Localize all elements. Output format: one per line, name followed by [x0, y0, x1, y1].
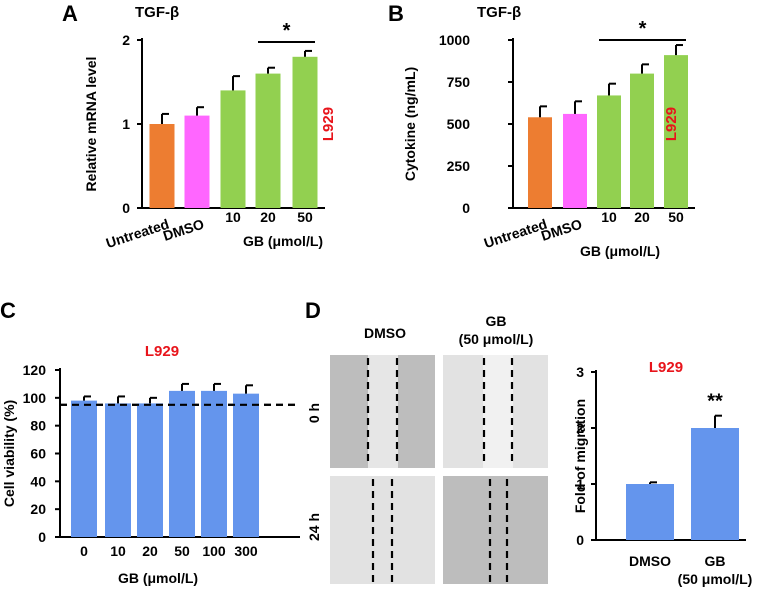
x-tick-label: DMSO — [539, 216, 584, 244]
y-tick-label: 0 — [38, 529, 46, 545]
cell-line-label: L929 — [145, 343, 179, 360]
bar-50 — [664, 55, 688, 209]
cell-line-label: L929 — [663, 107, 680, 141]
cell-line-label: L929 — [649, 359, 683, 376]
bar-50 — [169, 390, 195, 537]
image-row-0h: 0 h — [306, 403, 322, 423]
panel-b-letter: B — [388, 1, 404, 26]
bar-dmso — [626, 484, 674, 540]
x-tick-label: 10 — [110, 543, 126, 559]
x-tick-label: Untreated — [482, 216, 549, 251]
image-col-dmso: DMSO — [364, 325, 406, 341]
x-tick-label: 10 — [601, 209, 617, 225]
x-tick-label: (50 μmol/L) — [678, 571, 753, 587]
y-tick-label: 1 — [122, 116, 130, 132]
panel-b-title: TGF-β — [477, 4, 521, 21]
panel-a-title: TGF-β — [135, 4, 179, 21]
x-tick-label: DMSO — [161, 216, 206, 244]
bar-20 — [630, 73, 654, 208]
y-tick-label: 750 — [447, 74, 471, 90]
cell-line-label: L929 — [320, 107, 337, 141]
y-tick-label: 0 — [576, 532, 584, 548]
y-tick-label: 120 — [23, 362, 47, 378]
x-tick-label: 50 — [174, 543, 190, 559]
y-axis-label: Relative mRNA level — [83, 57, 99, 192]
y-tick-label: 0 — [462, 200, 470, 216]
bar-10 — [105, 403, 131, 537]
y-tick-label: 80 — [30, 418, 46, 434]
image-row-24h: 24 h — [306, 513, 322, 541]
y-tick-label: 1 — [576, 476, 584, 492]
bar-gb-50-mol-l- — [691, 428, 739, 540]
significance-star: ** — [707, 391, 723, 413]
x-tick-label: 50 — [297, 209, 313, 225]
x-tick-label: Untreated — [104, 216, 171, 251]
x-tick-label: 20 — [260, 209, 276, 225]
bar-50 — [292, 56, 318, 208]
migration-images: DMSO GB (50 μmol/L) 0 h 24 h — [306, 313, 548, 584]
significance-star: * — [283, 20, 291, 42]
x-tick-label: 100 — [202, 543, 226, 559]
y-tick-label: 500 — [447, 116, 471, 132]
bar-dmso — [184, 115, 210, 208]
bar-0 — [71, 400, 97, 537]
x-tick-label: DMSO — [629, 553, 671, 569]
bar-dmso — [563, 113, 587, 208]
x-tick-label: 20 — [634, 209, 650, 225]
chart-b: 0 250 500 750 1000 Cytokine (ng/mL) UntreatedD… — [402, 18, 695, 259]
y-tick-label: 0 — [122, 200, 130, 216]
panel-a-letter: A — [62, 1, 78, 26]
x-tick-label: 50 — [668, 209, 684, 225]
y-axis-label: Cytokine (ng/mL) — [402, 67, 418, 181]
y-tick-label: 20 — [30, 501, 46, 517]
x-tick-label: 20 — [142, 543, 158, 559]
y-tick-label: 40 — [30, 473, 46, 489]
panel-c-letter: C — [0, 298, 16, 323]
bar-100 — [201, 390, 227, 537]
y-tick-label: 100 — [23, 390, 47, 406]
y-axis-label: Fold of migration — [572, 399, 588, 513]
image-gb-0h-gap — [483, 355, 513, 468]
image-gb-24h — [443, 476, 548, 584]
y-tick-label: 1000 — [439, 32, 470, 48]
bar-untreated — [149, 124, 175, 208]
y-tick-label: 2 — [122, 32, 130, 48]
x-axis-label: GB (μmol/L) — [243, 233, 323, 249]
x-axis-label: GB (μmol/L) — [580, 243, 660, 259]
y-tick-label: 60 — [30, 446, 46, 462]
significance-star: * — [639, 18, 647, 40]
y-axis-label: Cell viability (%) — [1, 400, 17, 507]
chart-c: 0 20 40 60 80 100 120 Cell viability (%) 0 10 20 50… — [1, 343, 300, 586]
x-tick-label: 10 — [225, 209, 241, 225]
chart-d: 0 1 2 3 Fold of migration DMSO GB (50 μmol/L) **… — [572, 359, 752, 587]
bar-10 — [597, 95, 621, 208]
x-tick-label: 0 — [80, 543, 88, 559]
bar-untreated — [528, 117, 552, 208]
bar-10 — [220, 90, 246, 208]
bar-20 — [137, 403, 163, 537]
image-dmso-0h-gap — [368, 355, 398, 468]
bar-300 — [233, 393, 259, 537]
y-tick-label: 3 — [576, 364, 584, 380]
image-col-gb-line2: (50 μmol/L) — [459, 331, 534, 347]
x-tick-label: GB — [705, 553, 726, 569]
x-tick-label: 300 — [234, 543, 258, 559]
image-col-gb-line1: GB — [486, 313, 507, 329]
y-tick-label: 250 — [447, 158, 471, 174]
bar-20 — [255, 73, 281, 208]
x-axis-label: GB (μmol/L) — [118, 570, 198, 586]
y-tick-label: 2 — [576, 420, 584, 436]
image-dmso-24h — [330, 476, 435, 584]
panel-d-letter: D — [305, 298, 321, 323]
